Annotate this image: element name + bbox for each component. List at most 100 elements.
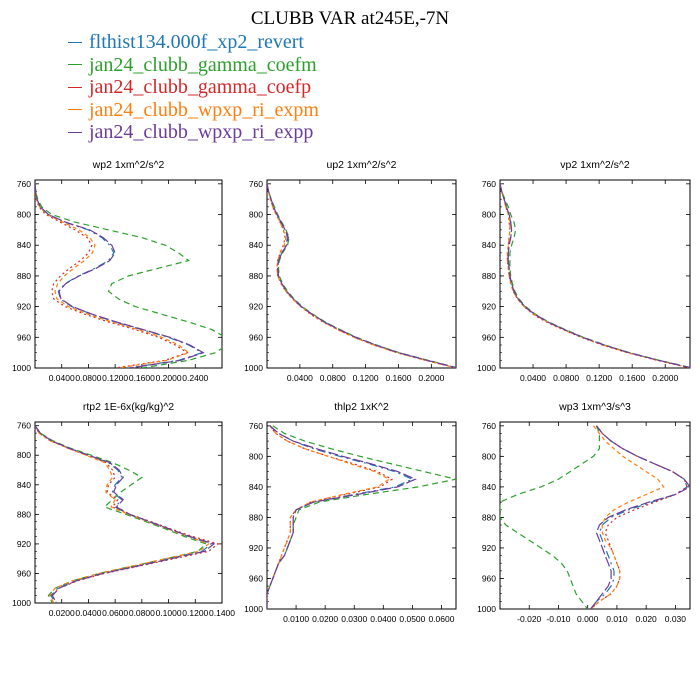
x-tick-label: 0.0400 <box>75 608 101 618</box>
y-tick-label: 880 <box>249 271 263 281</box>
series-line-blue <box>35 425 213 603</box>
y-tick-label: 760 <box>17 179 31 189</box>
y-tick-label: 960 <box>482 332 496 342</box>
y-tick-label: 840 <box>249 240 263 250</box>
x-tick-label: 0.0600 <box>428 614 454 624</box>
x-tick-label: 0.2000 <box>652 373 678 383</box>
legend-item-0: flthist134.000f_xp2_revert <box>68 31 319 54</box>
plot-frame <box>266 421 457 610</box>
x-tick-label: 0.1600 <box>385 373 411 383</box>
x-tick-label: 0.0400 <box>287 373 313 383</box>
panel-title: vp2 1xm^2/s^2 <box>560 159 630 171</box>
chart-panel-2: vp2 1xm^2/s^2 760 800 840 880 920 960 1000 0.040… <box>477 159 691 383</box>
legend-swatch <box>68 86 82 88</box>
series-line-green <box>267 425 456 609</box>
series-line-red <box>500 183 690 368</box>
x-tick-label: 0.1200 <box>586 373 612 383</box>
legend-swatch <box>68 109 82 111</box>
series-group <box>267 183 456 368</box>
series-line-blue <box>590 425 688 609</box>
panel-title: thlp2 1xK^2 <box>334 401 389 413</box>
y-tick-label: 880 <box>482 271 496 281</box>
y-tick-label: 960 <box>249 573 263 583</box>
series-line-green <box>35 425 208 603</box>
panel-title: up2 1xm^2/s^2 <box>327 159 397 171</box>
x-tick-label: 0.0800 <box>553 373 579 383</box>
x-tick-label: 0.030 <box>665 614 687 624</box>
y-tick-label: 1000 <box>12 363 31 373</box>
panel-title: rtp2 1E-6x(kg/kg)^2 <box>83 401 174 413</box>
legend-label: jan24_clubb_wpxp_ri_expp <box>89 121 314 144</box>
x-tick-label: 0.1200 <box>102 373 128 383</box>
y-tick-label: 840 <box>249 482 263 492</box>
x-tick-label: 0.0800 <box>75 373 101 383</box>
series-group <box>500 425 690 609</box>
y-tick-label: 840 <box>482 240 496 250</box>
legend: flthist134.000f_xp2_revert jan24_clubb_g… <box>68 31 319 144</box>
y-tick-label: 800 <box>482 451 496 461</box>
y-tick-label: 920 <box>249 543 263 553</box>
y-tick-label: 920 <box>17 539 31 549</box>
series-line-red <box>35 183 189 368</box>
series-group <box>35 425 220 603</box>
x-tick-label: -0.020 <box>517 614 541 624</box>
plot-frame <box>499 179 691 369</box>
x-tick-label: 0.0400 <box>520 373 546 383</box>
series-line-green <box>500 425 601 609</box>
y-tick-label: 760 <box>249 179 263 189</box>
y-tick-label: 800 <box>249 451 263 461</box>
y-tick-label: 800 <box>249 210 263 220</box>
legend-item-3: jan24_clubb_wpxp_ri_expm <box>68 99 319 122</box>
x-tick-label: 0.0300 <box>341 614 367 624</box>
y-tick-label: 1000 <box>477 363 496 373</box>
x-tick-label: 0.1600 <box>619 373 645 383</box>
y-tick-label: 840 <box>17 480 31 490</box>
y-tick-label: 920 <box>17 302 31 312</box>
chart-panel-0: wp2 1xm^2/s^2 760 800 840 880 920 960 1000 0.040… <box>12 159 223 383</box>
panel-title: wp2 1xm^2/s^2 <box>92 159 165 171</box>
x-tick-label: 0.010 <box>606 614 628 624</box>
series-line-orange <box>267 183 456 368</box>
y-tick-label: 840 <box>482 482 496 492</box>
plot-frame <box>266 179 457 369</box>
x-tick-label: 0.0800 <box>129 608 155 618</box>
y-tick-label: 880 <box>17 271 31 281</box>
plot-frame <box>499 421 691 610</box>
figure-title: CLUBB VAR at245E,-7N <box>250 8 450 29</box>
series-line-red <box>590 425 688 609</box>
legend-label: jan24_clubb_wpxp_ri_expm <box>89 98 319 121</box>
x-tick-label: 0.1200 <box>353 373 379 383</box>
y-tick-label: 960 <box>482 573 496 583</box>
y-tick-label: 760 <box>249 421 263 431</box>
y-tick-label: 840 <box>17 240 31 250</box>
legend-swatch <box>68 41 82 43</box>
x-tick-label: 0.0400 <box>370 614 396 624</box>
series-line-blue <box>267 425 414 609</box>
x-tick-label: 0.2000 <box>418 373 444 383</box>
y-tick-label: 800 <box>482 210 496 220</box>
series-group <box>500 183 690 368</box>
series-line-orange <box>590 425 665 609</box>
series-line-purple <box>590 425 690 609</box>
chart-panel-1: up2 1xm^2/s^2 760 800 840 880 920 960 1000 0.040… <box>244 159 457 383</box>
x-tick-label: 0.0100 <box>283 614 309 624</box>
y-tick-label: 960 <box>17 332 31 342</box>
series-line-purple <box>267 425 417 609</box>
x-tick-label: 0.0200 <box>49 608 75 618</box>
y-tick-label: 920 <box>482 302 496 312</box>
series-line-orange <box>35 183 190 368</box>
panel-title: wp3 1xm^3/s^3 <box>558 401 631 413</box>
y-tick-label: 760 <box>17 421 31 431</box>
legend-item-4: jan24_clubb_wpxp_ri_expp <box>68 121 319 144</box>
series-line-green <box>500 183 690 368</box>
x-tick-label: 0.2400 <box>182 373 208 383</box>
legend-label: flthist134.000f_xp2_revert <box>89 31 304 54</box>
x-tick-label: 0.0200 <box>312 614 338 624</box>
y-tick-label: 880 <box>482 512 496 522</box>
y-tick-label: 1000 <box>477 604 496 614</box>
y-tick-label: 880 <box>249 512 263 522</box>
y-tick-label: 960 <box>17 568 31 578</box>
y-tick-label: 880 <box>17 509 31 519</box>
legend-label: jan24_clubb_gamma_coefp <box>89 76 312 99</box>
x-tick-label: 0.1200 <box>182 608 208 618</box>
